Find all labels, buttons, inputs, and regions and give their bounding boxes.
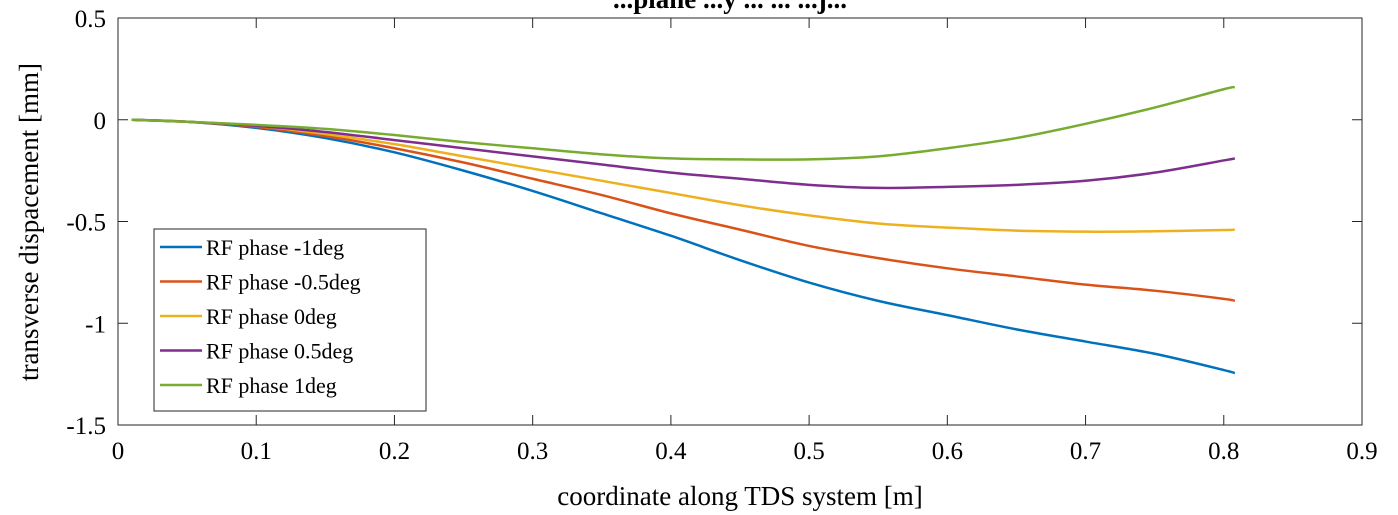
series-line-4 (131, 85, 1236, 161)
x-tick-label: 0.5 (793, 438, 824, 465)
legend-label-3: RF phase 0.5deg (206, 339, 353, 364)
x-tick-label: 0.6 (932, 438, 963, 465)
y-axis-label: transverse dispacement [mm] (14, 63, 44, 381)
x-tick-label: 0.1 (241, 438, 272, 465)
series-line-2 (131, 118, 1235, 233)
x-tick-label: 0.7 (1070, 438, 1101, 465)
y-tick-label: -1.5 (66, 413, 106, 440)
legend-label-0: RF phase -1deg (206, 235, 344, 260)
y-tick-label: 0 (94, 108, 107, 135)
legend-label-1: RF phase -0.5deg (206, 270, 361, 295)
y-tick-label: -0.5 (66, 210, 106, 237)
x-tick-label: 0.4 (655, 438, 687, 465)
legend-label-4: RF phase 1deg (206, 373, 337, 398)
series-line-3 (131, 118, 1236, 190)
legend-box (153, 228, 427, 412)
x-tick-label: 0 (112, 438, 125, 465)
x-axis-label: coordinate along TDS system [m] (557, 481, 922, 511)
legend: RF phase -1deg RF phase -0.5deg RF phase 0… (153, 228, 427, 412)
chart-title: ...plane ...y ... ... ...j... (613, 0, 847, 14)
x-tick-label: 0.8 (1208, 438, 1239, 465)
legend-label-2: RF phase 0deg (206, 304, 337, 329)
series-line-0 (131, 118, 1236, 375)
series-line-1 (131, 118, 1236, 303)
x-tick-label: 0.2 (379, 438, 410, 465)
x-tick-label: 0.3 (517, 438, 548, 465)
x-tick-label: 0.9 (1346, 438, 1377, 465)
y-tick-label: -1 (85, 311, 106, 338)
y-tick-label: 0.5 (75, 6, 106, 33)
